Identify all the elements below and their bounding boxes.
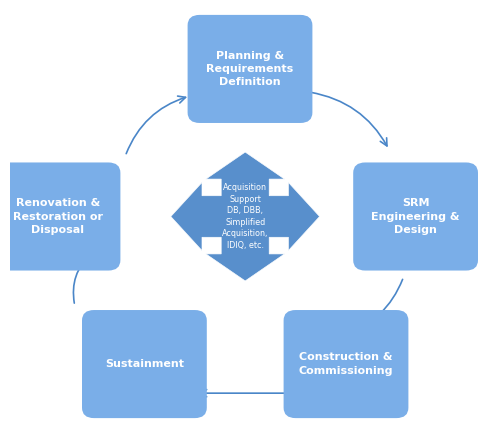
Polygon shape (171, 152, 320, 281)
FancyBboxPatch shape (82, 310, 207, 418)
Text: Planning &
Requirements
Definition: Planning & Requirements Definition (206, 51, 294, 87)
FancyBboxPatch shape (353, 162, 478, 271)
Text: SRM
Engineering &
Design: SRM Engineering & Design (372, 198, 460, 235)
FancyBboxPatch shape (188, 15, 312, 123)
Text: Acquisition
Support
DB, DBB,
Simplified
Acquisition,
IDIQ, etc.: Acquisition Support DB, DBB, Simplified … (222, 183, 268, 250)
Text: Sustainment: Sustainment (105, 359, 184, 369)
Text: Renovation &
Restoration or
Disposal: Renovation & Restoration or Disposal (13, 198, 103, 235)
Text: Construction &
Commissioning: Construction & Commissioning (299, 352, 393, 376)
FancyBboxPatch shape (284, 310, 408, 418)
FancyBboxPatch shape (0, 162, 120, 271)
